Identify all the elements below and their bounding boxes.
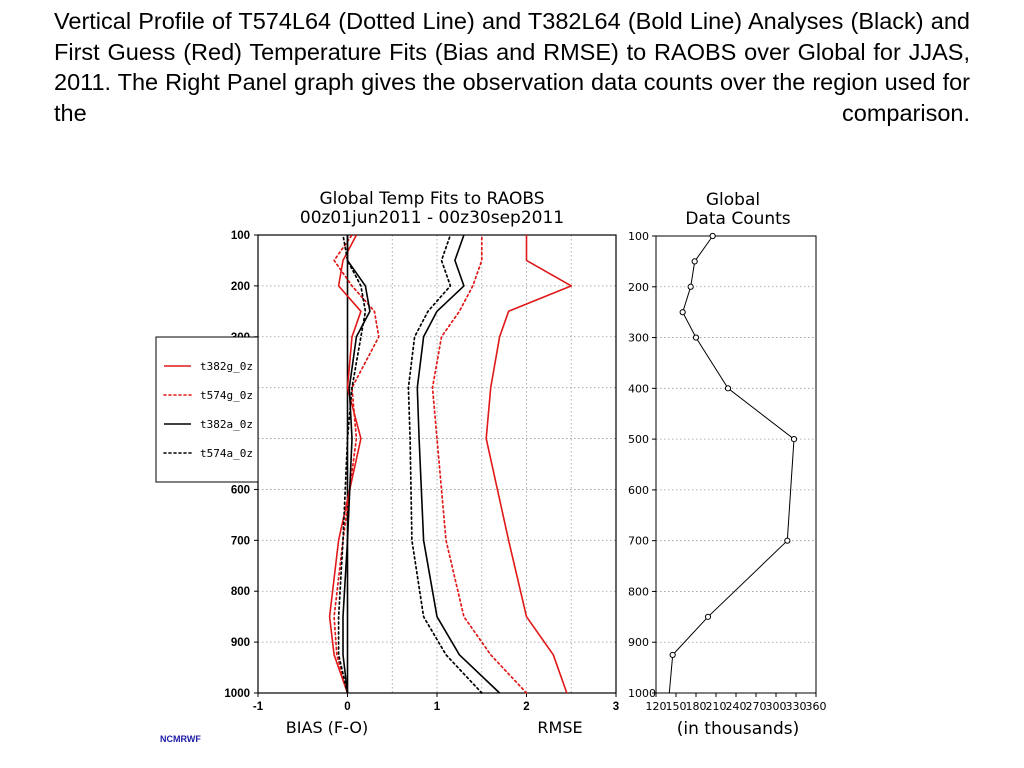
left-ytick-label: 900 xyxy=(231,637,250,649)
right-xtick-label: 360 xyxy=(806,700,827,713)
left-xtick-label: 2 xyxy=(523,701,529,713)
left-xtick-label: 0 xyxy=(344,701,350,713)
data-count-point xyxy=(692,334,700,341)
right-ytick-label: 500 xyxy=(628,433,649,446)
left-ytick-label: 1000 xyxy=(224,688,250,700)
left-series-group xyxy=(328,234,573,694)
right-ytick-label: 300 xyxy=(628,332,649,345)
right-chart-subtitle: Data Counts xyxy=(685,209,790,229)
right-ytick-label: 200 xyxy=(628,281,649,294)
right-ytick-label: 900 xyxy=(628,636,649,649)
data-count-point xyxy=(790,436,798,443)
data-count-point xyxy=(687,283,694,290)
bias-axis-label: BIAS (F-O) xyxy=(286,718,368,737)
data-count-point xyxy=(784,537,791,544)
series-t382a_0z-rmse-line xyxy=(416,234,501,694)
series-t574g_0z-bias-line xyxy=(333,234,380,694)
legend-label-t382g_0z: t382g_0z xyxy=(200,360,253,373)
series-t574a_0z-rmse-line xyxy=(407,234,483,694)
legend-box xyxy=(155,336,259,483)
legend-label-t382a_0z: t382a_0z xyxy=(200,418,253,431)
data-count-point xyxy=(704,613,712,620)
right-gridlines xyxy=(656,286,816,643)
right-ytick-label: 400 xyxy=(628,382,649,395)
left-xtick-label: -1 xyxy=(253,701,264,713)
data-count-point xyxy=(691,258,698,265)
series-t382g_0z-bias-line xyxy=(328,234,362,694)
series-t574g_0z-rmse-line xyxy=(431,234,528,694)
right-xtick-label: 120 xyxy=(646,700,667,713)
right-ytick-label: 700 xyxy=(628,535,649,548)
rmse-axis-label: RMSE xyxy=(537,718,582,737)
data-count-point xyxy=(709,232,716,240)
series-t574a_0z-bias-line xyxy=(337,234,367,694)
slide-caption: Vertical Profile of T574L64 (Dotted Line… xyxy=(54,8,970,126)
data-count-point xyxy=(724,385,732,392)
right-ytick-label: 800 xyxy=(628,585,649,598)
right-xtick-label: 180 xyxy=(686,700,707,713)
right-chart-title: Global xyxy=(706,190,760,210)
left-xtick-label: 3 xyxy=(613,701,619,713)
right-series-group xyxy=(668,232,798,694)
left-ytick-label: 600 xyxy=(231,484,250,496)
data-counts-line xyxy=(668,235,795,694)
right-xtick-label: 210 xyxy=(706,700,727,713)
legend-label-t574g_0z: t574g_0z xyxy=(200,389,253,402)
right-ytick-label: 1000 xyxy=(628,687,656,700)
right-ytick-label: 600 xyxy=(628,484,649,497)
right-ytick-label: 100 xyxy=(628,230,649,243)
left-gridlines xyxy=(258,235,616,693)
right-xtick-label: 240 xyxy=(726,700,747,713)
ncmrwf-logo: NCMRWF xyxy=(160,734,201,744)
left-chart-title: Global Temp Fits to RAOBS xyxy=(320,189,545,209)
series-t382a_0z-bias-line xyxy=(342,235,371,694)
left-ytick-label: 200 xyxy=(231,281,250,293)
data-count-point xyxy=(679,309,686,316)
counts-axis-label: (in thousands) xyxy=(677,719,799,739)
legend: t382g_0z t574g_0z t382a_0z t574a_0z xyxy=(155,336,259,483)
series-t382g_0z-rmse-line xyxy=(485,235,573,694)
left-ytick-label: 700 xyxy=(231,535,250,547)
data-count-point xyxy=(669,651,676,659)
left-ytick-label: 800 xyxy=(231,586,250,598)
left-chart-subtitle: 00z01jun2011 - 00z30sep2011 xyxy=(300,208,564,228)
left-ytick-label: 100 xyxy=(231,230,250,242)
left-xtick-label: 1 xyxy=(434,701,441,713)
legend-label-t574a_0z: t574a_0z xyxy=(200,447,253,460)
right-xtick-label: 330 xyxy=(786,700,807,713)
right-xtick-label: 270 xyxy=(746,700,767,713)
right-xtick-label: 150 xyxy=(666,700,687,713)
right-xtick-label: 300 xyxy=(766,700,787,713)
